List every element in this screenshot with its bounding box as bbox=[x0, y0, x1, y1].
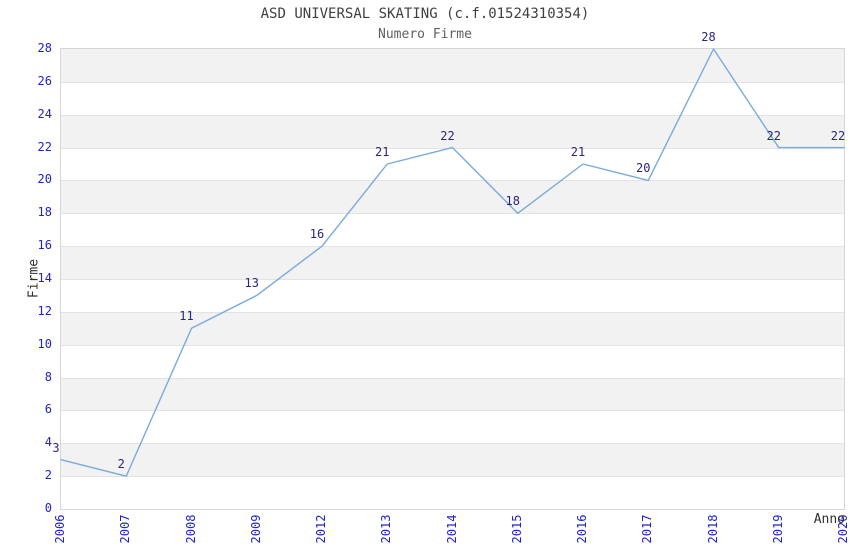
grid-band bbox=[61, 213, 844, 247]
grid-band bbox=[61, 246, 844, 279]
x-tick-label: 2012 bbox=[314, 514, 328, 544]
y-tick-label: 12 bbox=[37, 303, 52, 318]
grid-band bbox=[61, 344, 844, 378]
data-label: 22 bbox=[766, 128, 781, 143]
data-label: 22 bbox=[830, 128, 846, 143]
gridline bbox=[61, 81, 844, 83]
data-label: 2 bbox=[117, 457, 125, 472]
data-label: 18 bbox=[505, 194, 520, 209]
data-label: 13 bbox=[244, 276, 259, 291]
y-tick-label: 0 bbox=[44, 501, 52, 515]
x-axis-label: Anno bbox=[813, 512, 845, 527]
grid-band bbox=[61, 443, 844, 477]
gridline bbox=[61, 279, 844, 280]
data-label: 28 bbox=[701, 30, 716, 44]
y-tick-label: 18 bbox=[37, 205, 52, 220]
y-tick-label: 4 bbox=[44, 435, 52, 450]
data-label: 21 bbox=[570, 145, 586, 159]
x-tick-label: 2018 bbox=[705, 514, 720, 544]
grid-band bbox=[61, 180, 844, 214]
gridline bbox=[61, 344, 844, 346]
x-tick-label: 2007 bbox=[118, 514, 133, 544]
chart-subtitle: Numero Firme bbox=[378, 27, 472, 42]
gridline bbox=[61, 246, 844, 248]
y-tick-label: 24 bbox=[37, 106, 52, 121]
y-tick-label: 22 bbox=[37, 139, 52, 154]
grid-band bbox=[61, 410, 844, 444]
x-tick-label: 2017 bbox=[640, 514, 655, 544]
grid-band bbox=[61, 147, 844, 181]
x-tick-label: 2015 bbox=[509, 514, 524, 544]
x-tick-label: 2019 bbox=[770, 514, 785, 544]
chart-title: ASD UNIVERSAL SKATING (c.f.01524310354) bbox=[260, 6, 590, 22]
gridline bbox=[61, 114, 844, 116]
x-tick-label: 2013 bbox=[379, 514, 394, 544]
y-tick-label: 10 bbox=[37, 336, 52, 351]
gridline bbox=[61, 476, 844, 478]
x-tick-label: 2008 bbox=[183, 514, 198, 544]
grid-band bbox=[61, 114, 844, 148]
data-label: 22 bbox=[440, 128, 455, 143]
y-tick-label: 6 bbox=[44, 402, 52, 417]
grid-band bbox=[61, 81, 844, 115]
gridline bbox=[61, 180, 844, 182]
line-series bbox=[60, 48, 845, 477]
x-tick-label: 2016 bbox=[575, 514, 589, 544]
data-label: 11 bbox=[179, 309, 194, 324]
gridline bbox=[61, 443, 844, 445]
grid-band bbox=[61, 476, 844, 509]
x-tick-label: 2014 bbox=[444, 514, 459, 544]
x-tick-label: 2009 bbox=[248, 514, 263, 544]
series-polyline bbox=[60, 48, 845, 477]
y-tick-label: 8 bbox=[44, 369, 52, 384]
data-label: 20 bbox=[636, 161, 651, 176]
y-tick-label: 28 bbox=[37, 41, 52, 55]
grid-band bbox=[61, 49, 844, 82]
y-tick-label: 26 bbox=[37, 73, 52, 88]
y-tick-label: 20 bbox=[37, 172, 52, 187]
y-tick-label: 16 bbox=[37, 238, 52, 253]
gridline bbox=[61, 213, 844, 215]
grid-band bbox=[61, 279, 844, 312]
gridline bbox=[61, 410, 844, 412]
data-label: 3 bbox=[52, 440, 60, 455]
plot-area bbox=[60, 48, 845, 510]
grid-band bbox=[61, 377, 844, 411]
data-label: 21 bbox=[375, 145, 390, 159]
gridline bbox=[61, 377, 844, 379]
gridline bbox=[61, 311, 844, 313]
y-tick-label: 14 bbox=[37, 271, 52, 285]
y-tick-label: 2 bbox=[44, 468, 52, 483]
data-label: 16 bbox=[309, 227, 325, 242]
x-tick-label: 2006 bbox=[53, 514, 67, 544]
